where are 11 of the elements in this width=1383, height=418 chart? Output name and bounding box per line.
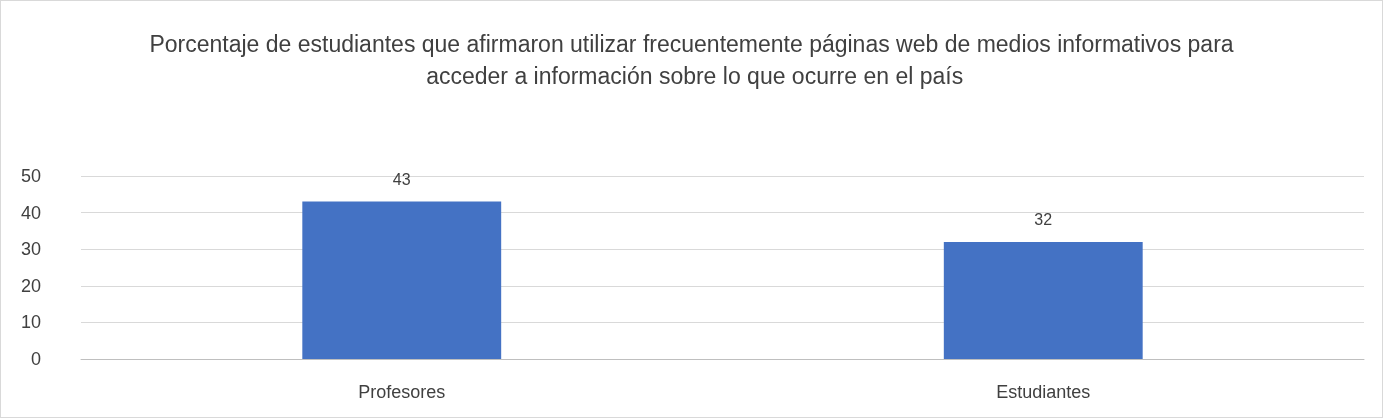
y-tick-label: 40 [20, 202, 41, 223]
x-tick-label: Estudiantes [996, 382, 1091, 402]
y-tick-label: 30 [20, 239, 41, 260]
y-tick-label: 50 [20, 166, 41, 186]
y-tick-label: 10 [20, 312, 41, 333]
x-tick-label: Profesores [358, 382, 446, 402]
data-label: 43 [392, 171, 411, 189]
y-tick-label: 20 [20, 275, 41, 296]
y-tick-label: 0 [30, 349, 41, 369]
data-label: 32 [1034, 211, 1053, 229]
chart-title: Porcentaje de estudiantes que afirmaron utilizar frecuentemente páginas web de medios informativos para acceder a información sobre lo que ocurre en el país [149, 31, 1234, 89]
